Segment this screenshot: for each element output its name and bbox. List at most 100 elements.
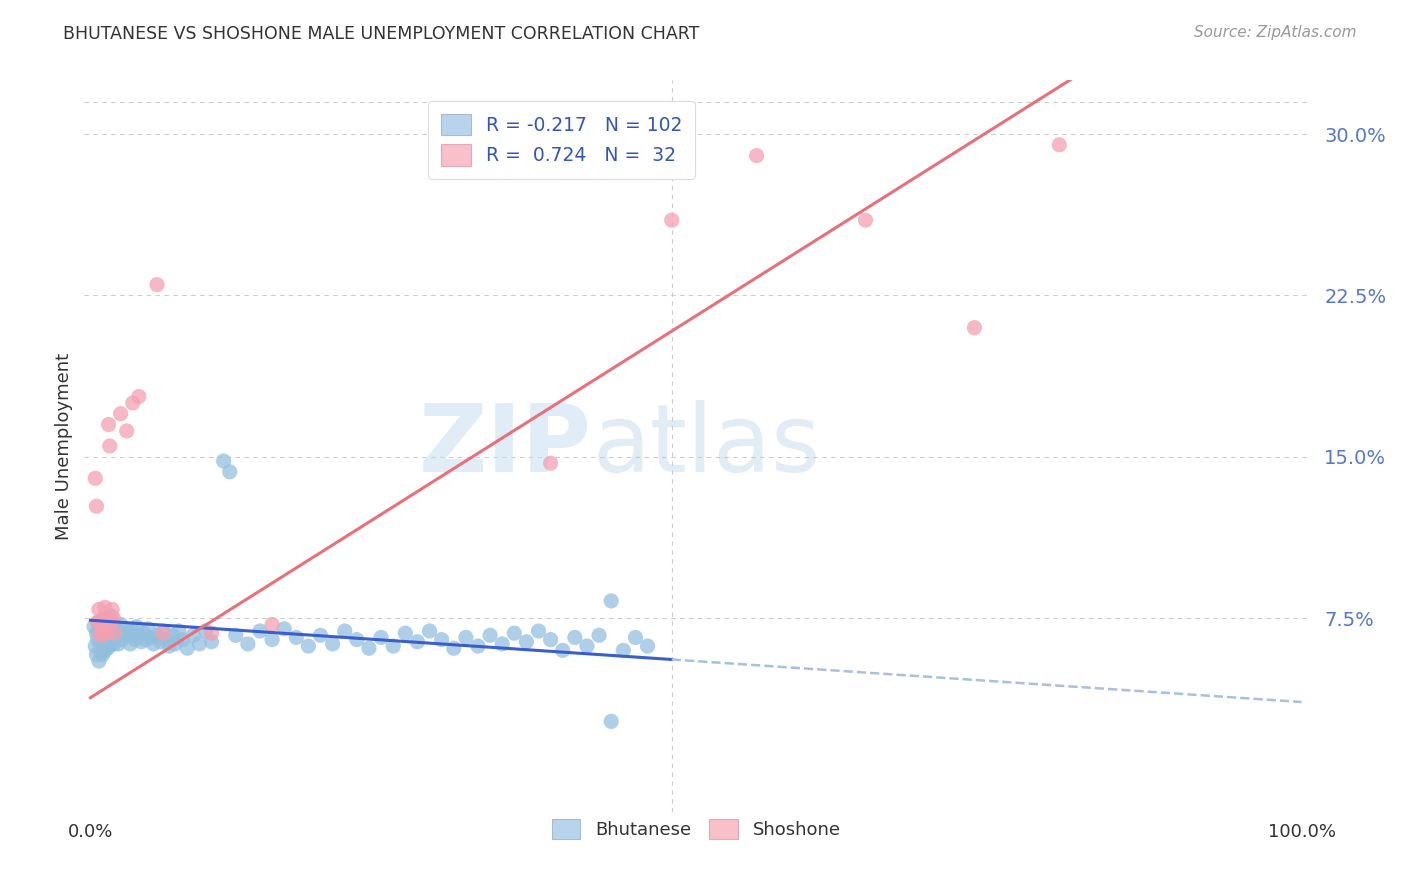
Point bbox=[637, 639, 659, 653]
Point bbox=[87, 654, 110, 668]
Point bbox=[346, 632, 368, 647]
Text: BHUTANESE VS SHOSHONE MALE UNEMPLOYMENT CORRELATION CHART: BHUTANESE VS SHOSHONE MALE UNEMPLOYMENT … bbox=[63, 25, 700, 43]
Point bbox=[382, 639, 405, 653]
Point bbox=[98, 622, 121, 636]
Point bbox=[273, 622, 295, 636]
Point bbox=[93, 611, 115, 625]
Point bbox=[167, 624, 190, 638]
Point bbox=[503, 626, 526, 640]
Point bbox=[96, 632, 118, 647]
Point bbox=[115, 424, 138, 438]
Point bbox=[149, 634, 172, 648]
Point bbox=[394, 626, 416, 640]
Point bbox=[600, 594, 623, 608]
Point bbox=[120, 637, 142, 651]
Point bbox=[194, 624, 217, 638]
Point bbox=[90, 628, 112, 642]
Point bbox=[600, 714, 623, 729]
Point bbox=[110, 407, 132, 421]
Point bbox=[540, 632, 562, 647]
Point bbox=[87, 602, 110, 616]
Point bbox=[110, 617, 132, 632]
Point bbox=[285, 631, 308, 645]
Point bbox=[86, 615, 108, 630]
Point bbox=[612, 643, 634, 657]
Point bbox=[121, 396, 143, 410]
Point bbox=[96, 641, 118, 656]
Point bbox=[91, 613, 114, 627]
Point bbox=[98, 639, 121, 653]
Point bbox=[479, 628, 502, 642]
Point bbox=[309, 628, 332, 642]
Point bbox=[105, 624, 128, 638]
Point bbox=[575, 639, 598, 653]
Point bbox=[661, 213, 683, 227]
Point bbox=[129, 634, 152, 648]
Point bbox=[97, 613, 120, 627]
Point bbox=[112, 626, 135, 640]
Point bbox=[86, 500, 108, 514]
Point bbox=[138, 622, 160, 636]
Point bbox=[90, 617, 112, 632]
Point bbox=[93, 637, 115, 651]
Text: ZIP: ZIP bbox=[419, 400, 592, 492]
Point bbox=[87, 624, 110, 638]
Point bbox=[146, 628, 169, 642]
Point bbox=[84, 471, 107, 485]
Point bbox=[96, 626, 118, 640]
Point bbox=[249, 624, 271, 638]
Point bbox=[96, 615, 118, 630]
Point bbox=[963, 320, 986, 334]
Point bbox=[157, 639, 180, 653]
Point bbox=[94, 643, 117, 657]
Point bbox=[97, 631, 120, 645]
Point bbox=[96, 624, 118, 638]
Point bbox=[745, 148, 768, 162]
Point bbox=[104, 626, 127, 640]
Point bbox=[121, 624, 143, 638]
Point bbox=[152, 624, 174, 638]
Point bbox=[103, 611, 125, 625]
Point bbox=[107, 637, 129, 651]
Point bbox=[103, 637, 125, 651]
Point bbox=[91, 648, 114, 662]
Point bbox=[1047, 137, 1070, 152]
Point bbox=[104, 631, 127, 645]
Point bbox=[93, 620, 115, 634]
Point bbox=[262, 617, 284, 632]
Point bbox=[172, 632, 194, 647]
Point bbox=[183, 628, 205, 642]
Point bbox=[564, 631, 586, 645]
Point bbox=[418, 624, 440, 638]
Point bbox=[132, 626, 155, 640]
Point bbox=[551, 159, 574, 173]
Point bbox=[104, 620, 127, 634]
Point bbox=[125, 620, 148, 634]
Point bbox=[124, 632, 146, 647]
Point bbox=[491, 637, 513, 651]
Point bbox=[83, 620, 105, 634]
Point bbox=[357, 641, 380, 656]
Point bbox=[97, 417, 120, 432]
Point bbox=[86, 626, 108, 640]
Point bbox=[156, 632, 179, 647]
Point bbox=[176, 641, 198, 656]
Point bbox=[430, 632, 453, 647]
Point bbox=[454, 631, 477, 645]
Point bbox=[89, 628, 111, 642]
Point bbox=[200, 634, 222, 648]
Point bbox=[118, 628, 141, 642]
Point bbox=[142, 637, 165, 651]
Point bbox=[236, 637, 259, 651]
Point bbox=[588, 628, 610, 642]
Point bbox=[96, 615, 118, 630]
Point bbox=[86, 648, 108, 662]
Point bbox=[188, 637, 211, 651]
Point bbox=[94, 600, 117, 615]
Point bbox=[146, 277, 169, 292]
Point bbox=[162, 628, 184, 642]
Point bbox=[515, 634, 537, 648]
Point bbox=[370, 631, 392, 645]
Point bbox=[111, 632, 134, 647]
Legend: Bhutanese, Shoshone: Bhutanese, Shoshone bbox=[544, 812, 848, 847]
